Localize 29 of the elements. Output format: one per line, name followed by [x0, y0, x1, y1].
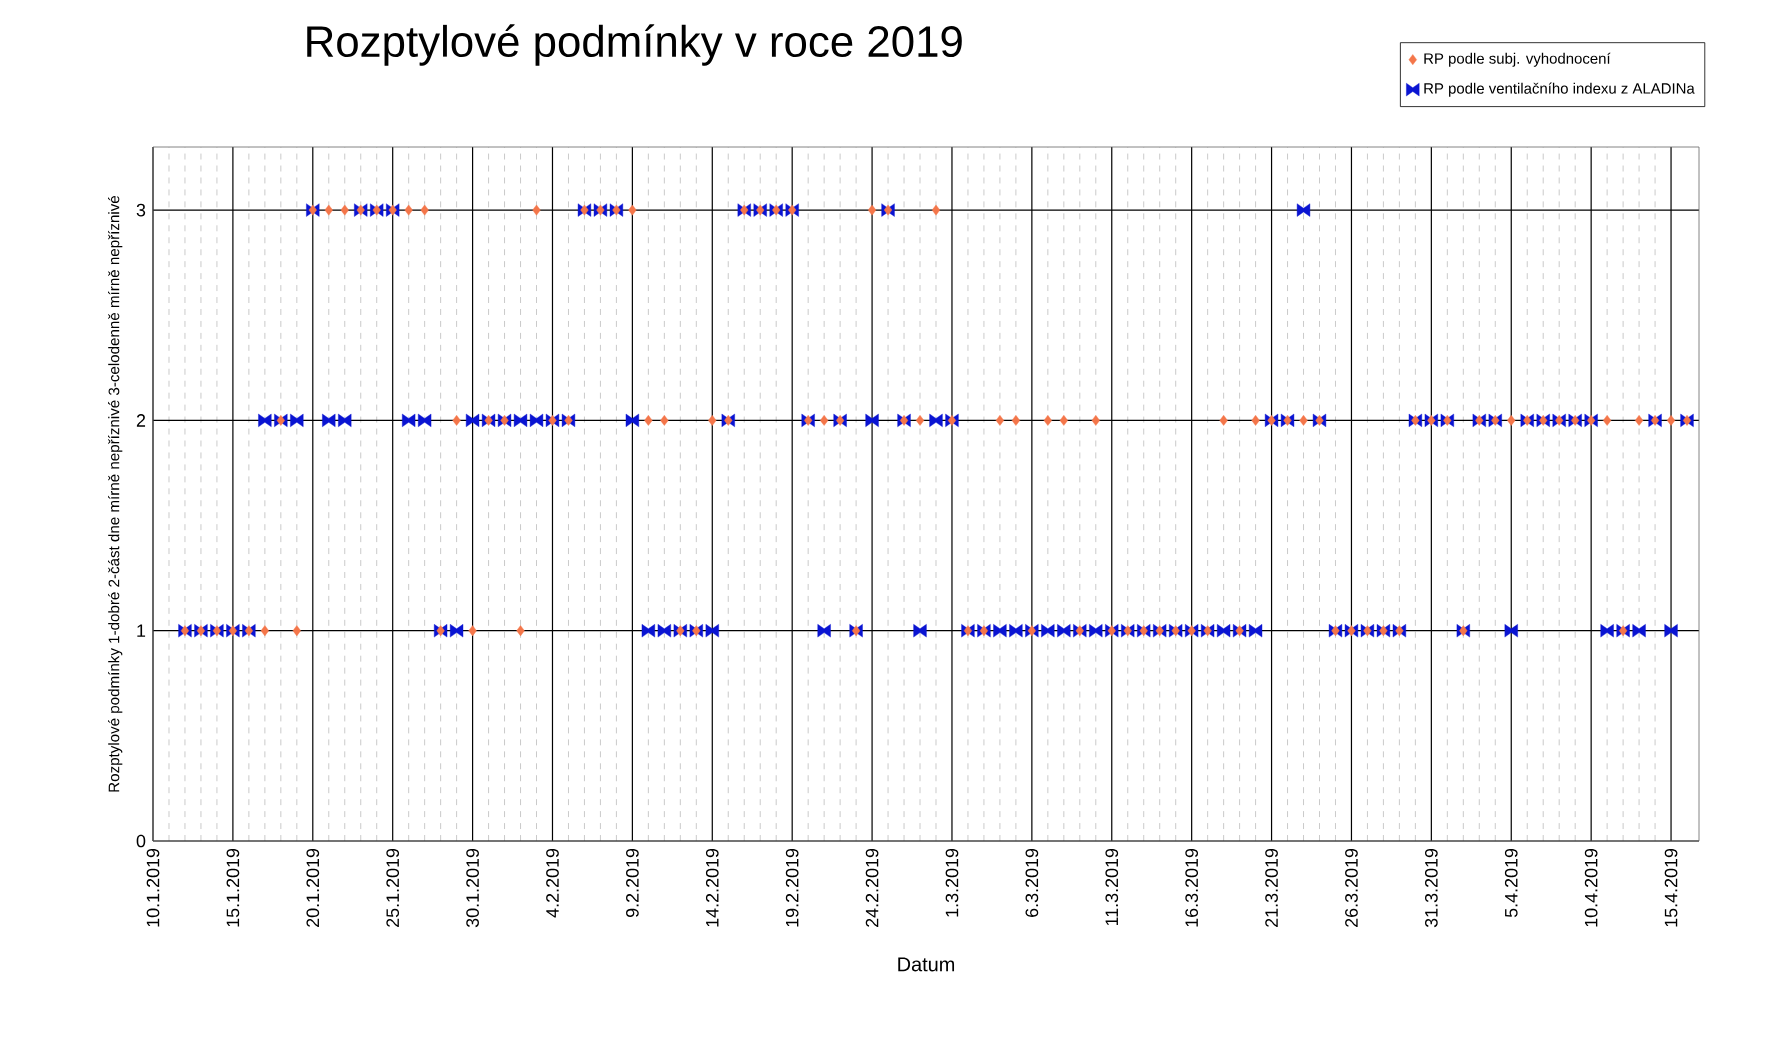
y-tick-label: 3	[136, 203, 146, 217]
legend-label: RP podle subj. vyhodnocení	[1424, 52, 1611, 67]
x-tick-label: 6.3.2019	[1025, 848, 1039, 917]
x-tick-label: 24.2.2019	[865, 848, 879, 927]
x-tick-label: 4.2.2019	[546, 848, 559, 918]
x-axis-title: Datum	[898, 957, 955, 972]
legend-label: RP podle ventilačního indexu z ALADINa	[1424, 82, 1695, 97]
x-tick-label: 14.2.2019	[705, 848, 719, 927]
y-tick-label: 1	[137, 624, 146, 637]
x-tick-label: 15.4.2019	[1664, 848, 1678, 927]
x-tick-label: 1.3.2019	[945, 848, 959, 917]
x-tick-label: 19.2.2019	[785, 848, 799, 927]
x-tick-label: 16.3.2019	[1185, 848, 1199, 927]
x-tick-label: 25.1.2019	[386, 848, 400, 927]
y-axis-title: Rozptylové podmínky 1-dobré 2-část dne mírně nepříznivé 3-celodenně mírně nepříznivé	[108, 195, 123, 792]
x-tick-label: 20.1.2019	[306, 848, 320, 927]
y-tick-label: 2	[136, 414, 146, 427]
x-tick-label: 5.4.2019	[1504, 848, 1518, 918]
chart-title: Rozptylové podmínky v roce 2019	[307, 24, 962, 66]
x-tick-label: 30.1.2019	[466, 848, 479, 928]
x-tick-label: 9.2.2019	[626, 848, 639, 917]
y-tick-label: 0	[136, 834, 146, 848]
x-tick-label: 11.3.2019	[1105, 848, 1119, 926]
x-tick-label: 15.1.2019	[226, 848, 240, 927]
x-tick-label: 26.3.2019	[1345, 848, 1358, 927]
x-tick-label: 10.1.2019	[146, 848, 160, 927]
x-tick-label: 21.3.2019	[1265, 848, 1278, 927]
x-tick-label: 31.3.2019	[1425, 848, 1438, 928]
x-tick-label: 10.4.2019	[1584, 848, 1598, 927]
